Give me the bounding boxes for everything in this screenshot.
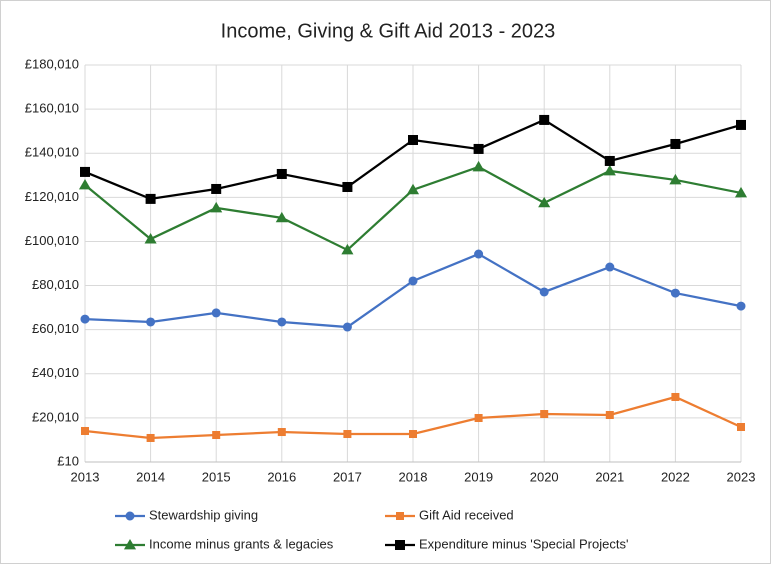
y-tick-label: £140,010 xyxy=(25,145,79,160)
marker xyxy=(736,119,746,130)
marker xyxy=(408,276,418,286)
legend-marker xyxy=(395,540,405,550)
marker xyxy=(670,288,680,298)
marker xyxy=(210,201,223,213)
x-tick-label: 2017 xyxy=(333,469,362,484)
marker xyxy=(473,143,484,154)
y-tick-label: £180,010 xyxy=(25,56,79,71)
y-tick-label: £10 xyxy=(57,453,79,468)
marker xyxy=(78,178,92,190)
legend-marker xyxy=(125,511,135,521)
marker xyxy=(406,183,420,195)
marker xyxy=(212,431,221,440)
y-tick-label: £160,010 xyxy=(25,101,79,116)
marker xyxy=(605,410,614,419)
chart-title: Income, Giving & Gift Aid 2013 - 2023 xyxy=(221,20,556,42)
y-tick-label: £40,010 xyxy=(32,365,79,380)
marker xyxy=(538,196,551,208)
x-tick-label: 2016 xyxy=(267,469,296,484)
legend-label: Stewardship giving xyxy=(149,507,258,522)
x-tick-label: 2013 xyxy=(71,469,100,484)
marker xyxy=(80,166,90,177)
legend-label: Gift Aid received xyxy=(419,507,514,522)
marker xyxy=(277,428,286,437)
legend-marker xyxy=(123,538,137,550)
marker xyxy=(604,155,615,166)
marker xyxy=(605,262,615,272)
marker xyxy=(540,410,549,419)
marker xyxy=(341,243,354,255)
marker xyxy=(276,168,287,179)
x-tick-label: 2020 xyxy=(530,469,559,484)
y-tick-label: £20,010 xyxy=(32,409,79,424)
marker xyxy=(474,249,484,259)
marker xyxy=(409,430,417,439)
marker xyxy=(211,308,221,318)
marker xyxy=(342,181,353,192)
marker xyxy=(343,430,352,439)
marker xyxy=(539,287,549,297)
marker xyxy=(734,186,748,198)
legend-label: Income minus grants & legacies xyxy=(149,536,334,551)
x-tick-label: 2014 xyxy=(136,469,165,484)
marker xyxy=(474,413,483,422)
marker xyxy=(408,135,418,146)
marker xyxy=(539,114,550,125)
x-tick-label: 2022 xyxy=(661,469,690,484)
x-tick-label: 2018 xyxy=(399,469,428,484)
marker xyxy=(737,422,745,431)
marker xyxy=(342,322,352,332)
y-tick-label: £60,010 xyxy=(32,321,79,336)
x-tick-label: 2015 xyxy=(202,469,231,484)
marker xyxy=(146,433,155,442)
marker xyxy=(277,317,287,327)
x-tick-label: 2021 xyxy=(595,469,624,484)
legend-label: Expenditure minus 'Special Projects' xyxy=(419,536,628,551)
y-tick-label: £80,010 xyxy=(32,277,79,292)
y-tick-label: £100,010 xyxy=(25,233,79,248)
x-tick-label: 2019 xyxy=(464,469,493,484)
marker xyxy=(144,232,157,244)
marker xyxy=(275,211,288,223)
marker xyxy=(671,392,680,401)
marker xyxy=(736,301,746,311)
marker xyxy=(669,173,682,185)
marker xyxy=(80,314,90,324)
marker xyxy=(146,317,156,327)
marker xyxy=(211,183,222,194)
y-tick-label: £120,010 xyxy=(25,189,79,204)
marker xyxy=(472,160,485,172)
legend-marker xyxy=(396,512,404,520)
marker xyxy=(670,138,681,149)
marker xyxy=(145,193,156,204)
x-tick-label: 2023 xyxy=(727,469,756,484)
marker xyxy=(81,426,89,435)
marker xyxy=(603,164,616,176)
